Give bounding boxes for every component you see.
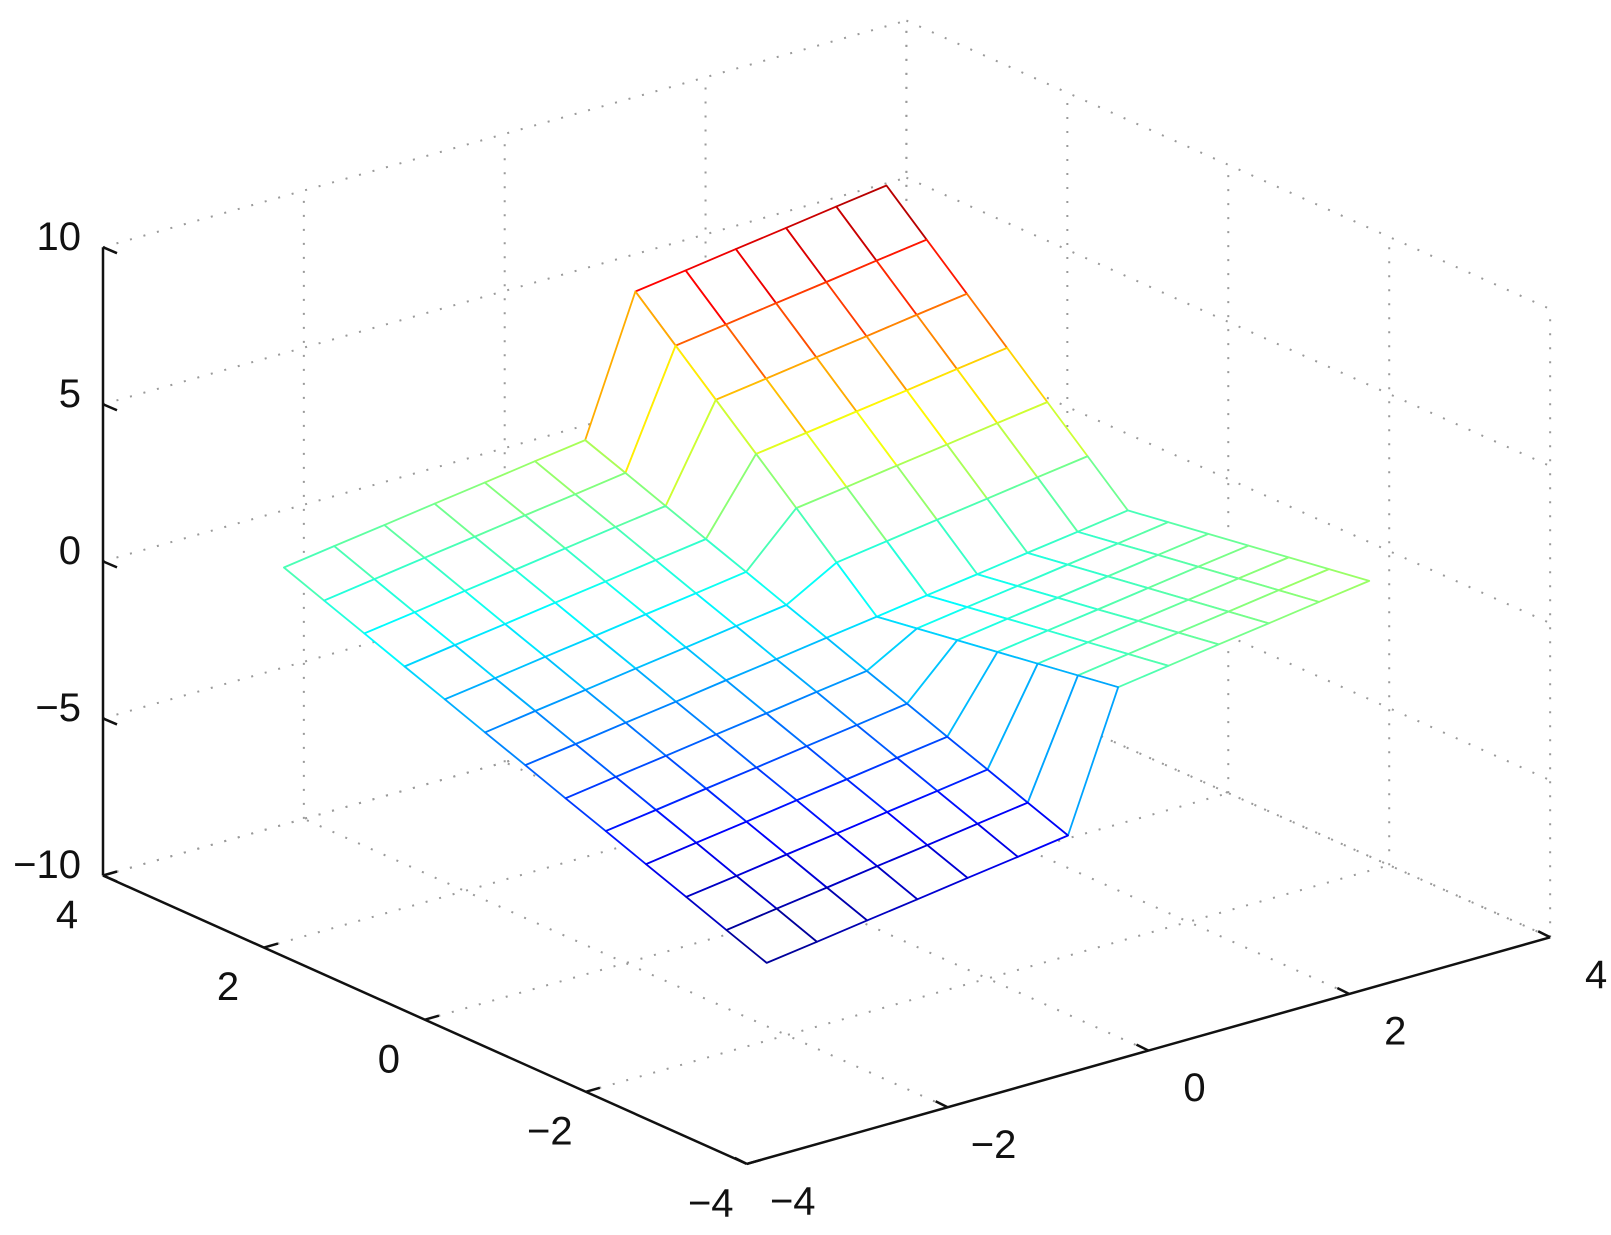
y-tick-label: 2 (217, 965, 239, 1009)
x-tick (1336, 986, 1350, 996)
x-tick (1537, 930, 1551, 939)
z-tick-label: −10 (13, 843, 81, 887)
y-tick-label: 0 (378, 1037, 400, 1081)
x-tick (1135, 1043, 1150, 1052)
x-tick-label: 2 (1384, 1010, 1406, 1054)
mesh-cell (725, 907, 818, 964)
x-tick-label: 0 (1183, 1066, 1205, 1110)
y-tick-label: 4 (56, 893, 78, 937)
x-tick-label: 4 (1585, 953, 1607, 997)
x-tick-label: −2 (971, 1123, 1017, 1167)
x-tick (734, 1156, 748, 1166)
x-tick-label: −4 (770, 1179, 816, 1223)
z-tick (102, 246, 118, 255)
y-tick (585, 1086, 601, 1094)
z-tick-label: −5 (35, 686, 81, 730)
z-tick-label: 10 (37, 215, 82, 259)
y-tick (424, 1014, 440, 1021)
y-tick (263, 942, 279, 949)
z-tick (102, 874, 118, 883)
y-tick-label: −2 (527, 1109, 573, 1153)
grid-line (102, 19, 907, 249)
y-tick (102, 870, 118, 877)
y-tick-label: −4 (688, 1181, 734, 1225)
z-tick (102, 403, 118, 412)
x-tick (935, 1100, 949, 1109)
z-tick (102, 717, 118, 726)
z-tick-label: 0 (59, 529, 81, 573)
z-tick-label: 5 (59, 372, 81, 416)
y-tick (746, 1158, 762, 1166)
z-tick (102, 560, 118, 569)
